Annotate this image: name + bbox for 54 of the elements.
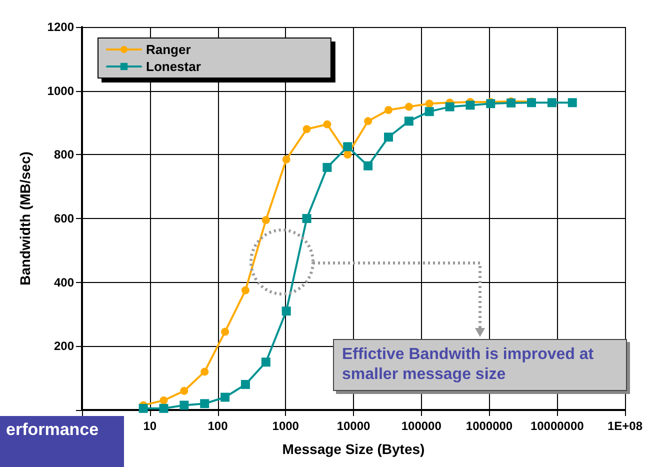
point: [404, 102, 413, 111]
point: [344, 150, 352, 159]
point: [547, 98, 556, 108]
point: [160, 396, 168, 404]
point: [384, 106, 392, 114]
point: [466, 100, 475, 110]
point: [486, 99, 496, 108]
point: [364, 161, 373, 170]
x-tick-label: 10000: [336, 419, 371, 433]
x-tick-label: 1E+08: [607, 419, 643, 433]
legend-label: Ranger: [146, 42, 191, 57]
point: [384, 132, 393, 142]
legend-label: Lonestar: [146, 59, 201, 74]
point: [200, 368, 209, 376]
point: [404, 116, 414, 126]
point: [322, 162, 332, 172]
point: [240, 380, 250, 389]
point: [220, 392, 230, 402]
point: [445, 102, 454, 112]
x-axis-title: Message Size (Bytes): [282, 441, 425, 457]
point: [424, 107, 434, 116]
y-tick-label: 600: [54, 212, 74, 226]
x-tick-label: 1000000: [466, 419, 513, 433]
x-tick-label: 100: [208, 419, 228, 433]
y-tick-label: 800: [54, 148, 74, 162]
point: [364, 117, 372, 126]
point: [302, 125, 311, 134]
y-tick-label: 200: [54, 339, 74, 354]
point: [262, 216, 270, 224]
point: [159, 404, 168, 413]
point: [241, 286, 250, 294]
y-tick-label: 1000: [47, 84, 74, 98]
x-tick-label: 10: [143, 419, 157, 433]
y-tick-label: 400: [54, 275, 74, 290]
y-axis-title: Bandwidth (MB/sec): [17, 152, 33, 286]
point: [568, 98, 577, 108]
point: [425, 100, 434, 108]
point: [180, 400, 189, 410]
text: erformance: [0, 416, 124, 467]
point: [200, 399, 210, 408]
point: [261, 358, 270, 367]
point: [138, 404, 148, 413]
point: [323, 120, 332, 128]
point: [221, 328, 230, 336]
x-tick-label: 10000000: [530, 419, 584, 433]
x-tick-label: 1000: [272, 419, 300, 433]
point: [343, 142, 352, 152]
annotation: Effictive Bandwith is improved at smaller message size: [333, 339, 627, 391]
y-tick-label: 1200: [47, 20, 74, 34]
point: [180, 386, 188, 395]
point: [282, 155, 290, 164]
point: [282, 306, 291, 316]
point: [302, 214, 312, 223]
x-tick-label: 100000: [401, 419, 442, 433]
